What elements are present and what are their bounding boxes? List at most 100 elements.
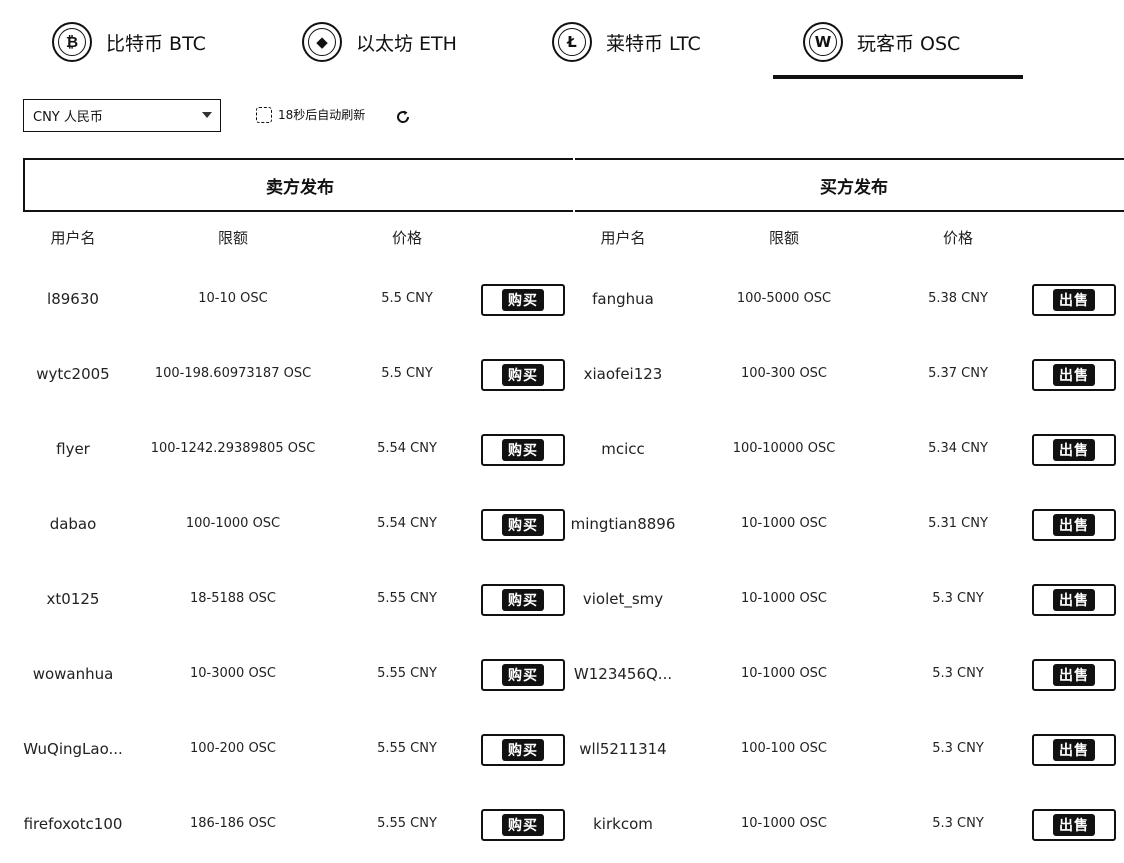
button-label: 出售	[1053, 814, 1095, 836]
tab-label: 比特币 BTC	[106, 32, 206, 55]
buy-row-user: wll5211314	[579, 740, 667, 758]
tab-osc[interactable]: W 玩客币 OSC	[803, 14, 960, 70]
active-tab-indicator	[773, 75, 1023, 79]
buy-button[interactable]: 购买	[481, 284, 565, 316]
col-header-user: 用户名	[600, 229, 646, 247]
ethereum-icon: ◆	[302, 22, 342, 62]
coin-tabs: ₿ 比特币 BTC ◆ 以太坊 ETH Ł 莱特币 LTC W 玩客币 OSC	[0, 0, 1124, 82]
buy-button[interactable]: 购买	[481, 659, 565, 691]
tab-label: 以太坊 ETH	[356, 32, 457, 55]
tab-label: 玩客币 OSC	[857, 32, 961, 55]
sell-button[interactable]: 出售	[1032, 734, 1116, 766]
buy-row-price: 5.3 CNY	[932, 666, 984, 681]
buy-row-price: 5.37 CNY	[928, 366, 988, 381]
buy-row-price: 5.3 CNY	[932, 741, 984, 756]
tab-eth[interactable]: ◆ 以太坊 ETH	[302, 14, 457, 70]
reload-icon[interactable]	[394, 108, 412, 126]
buy-row-user: kirkcom	[593, 815, 653, 833]
buy-button[interactable]: 购买	[481, 734, 565, 766]
sell-button[interactable]: 出售	[1032, 509, 1116, 541]
sell-row-user: wowanhua	[32, 665, 114, 683]
button-label: 出售	[1053, 664, 1095, 686]
button-label: 购买	[502, 664, 544, 686]
buy-row-user: violet_smy	[582, 590, 664, 608]
buy-button[interactable]: 购买	[481, 584, 565, 616]
button-label: 购买	[502, 814, 544, 836]
sell-row-limit: 10-10 OSC	[198, 291, 268, 306]
buy-row-limit: 100-5000 OSC	[736, 291, 832, 306]
buy-button[interactable]: 购买	[481, 434, 565, 466]
sell-button[interactable]: 出售	[1032, 434, 1116, 466]
sell-button[interactable]: 出售	[1032, 584, 1116, 616]
sell-row-limit: 18-5188 OSC	[189, 591, 277, 606]
litecoin-icon: Ł	[552, 22, 592, 62]
sell-row-limit: 100-1000 OSC	[185, 516, 281, 531]
buy-row-limit: 10-1000 OSC	[740, 666, 828, 681]
col-header-user: 用户名	[50, 229, 96, 247]
sell-row-limit: 10-3000 OSC	[189, 666, 277, 681]
sell-row-limit: 100-198.60973187 OSC	[154, 366, 312, 381]
wankecoin-icon: W	[803, 22, 843, 62]
bitcoin-icon: ₿	[52, 22, 92, 62]
sell-row-limit: 186-186 OSC	[189, 816, 277, 831]
auto-refresh-status: 18秒后自动刷新	[256, 106, 365, 123]
sell-row-price: 5.55 CNY	[377, 816, 437, 831]
currency-select[interactable]: CNY 人民币	[23, 99, 221, 132]
sell-row-user: xt0125	[46, 590, 100, 608]
tab-ltc[interactable]: Ł 莱特币 LTC	[552, 14, 701, 70]
buy-row-price: 5.38 CNY	[928, 291, 988, 306]
sell-row-price: 5.55 CNY	[377, 591, 437, 606]
col-header-limit: 限额	[768, 229, 800, 247]
buy-button[interactable]: 购买	[481, 809, 565, 841]
col-header-price: 价格	[942, 229, 974, 247]
buy-row-price: 5.34 CNY	[928, 441, 988, 456]
col-header-limit: 限额	[217, 229, 249, 247]
button-label: 购买	[502, 514, 544, 536]
sell-row-price: 5.54 CNY	[377, 441, 437, 456]
buy-row-limit: 10-1000 OSC	[740, 591, 828, 606]
sell-row-price: 5.55 CNY	[377, 741, 437, 756]
button-label: 出售	[1053, 439, 1095, 461]
button-label: 出售	[1053, 589, 1095, 611]
buy-row-limit: 100-300 OSC	[740, 366, 828, 381]
buy-row-limit: 10-1000 OSC	[740, 816, 828, 831]
sell-row-price: 5.54 CNY	[377, 516, 437, 531]
button-label: 购买	[502, 364, 544, 386]
buy-row-limit: 100-100 OSC	[740, 741, 828, 756]
refresh-countdown: 18秒后自动刷新	[278, 108, 366, 122]
sell-row-limit: 100-200 OSC	[189, 741, 277, 756]
sell-button[interactable]: 出售	[1032, 809, 1116, 841]
tab-btc[interactable]: ₿ 比特币 BTC	[52, 14, 206, 70]
sell-row-user: flyer	[56, 440, 90, 458]
sell-button[interactable]: 出售	[1032, 359, 1116, 391]
currency-value: CNY 人民币	[33, 110, 103, 125]
buy-row-user: mingtian8896	[570, 515, 676, 533]
sell-row-price: 5.5 CNY	[381, 366, 433, 381]
button-label: 购买	[502, 739, 544, 761]
buy-row-user: W123456Q...	[573, 665, 673, 683]
sell-button[interactable]: 出售	[1032, 284, 1116, 316]
sell-row-user: dabao	[49, 515, 97, 533]
buy-button[interactable]: 购买	[481, 359, 565, 391]
buy-row-price: 5.31 CNY	[928, 516, 988, 531]
loading-icon	[256, 106, 272, 123]
sell-row-user: wytc2005	[36, 365, 110, 383]
button-label: 出售	[1053, 514, 1095, 536]
buy-button[interactable]: 购买	[481, 509, 565, 541]
sell-row-user: WuQingLao...	[23, 740, 123, 758]
chevron-down-icon	[202, 112, 212, 118]
sell-row-user: l89630	[47, 290, 99, 308]
button-label: 出售	[1053, 364, 1095, 386]
buy-row-limit: 10-1000 OSC	[740, 516, 828, 531]
sell-row-limit: 100-1242.29389805 OSC	[150, 441, 316, 456]
buy-row-user: xiaofei123	[583, 365, 663, 383]
panel-divider	[573, 158, 575, 212]
sell-button[interactable]: 出售	[1032, 659, 1116, 691]
button-label: 购买	[502, 589, 544, 611]
buy-row-price: 5.3 CNY	[932, 816, 984, 831]
button-label: 出售	[1053, 739, 1095, 761]
sell-panel-title: 卖方发布	[23, 158, 575, 212]
buy-row-user: fanghua	[592, 290, 654, 308]
button-label: 购买	[502, 289, 544, 311]
sell-row-price: 5.5 CNY	[381, 291, 433, 306]
